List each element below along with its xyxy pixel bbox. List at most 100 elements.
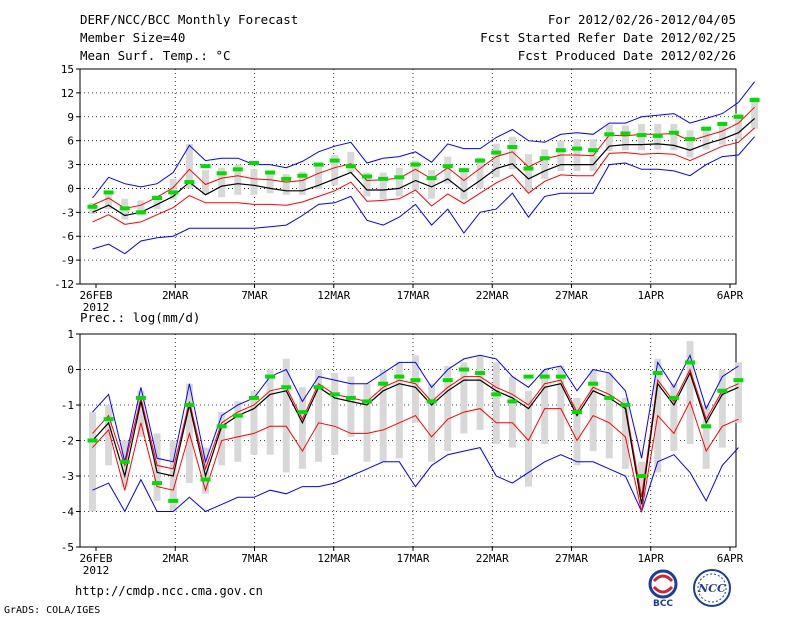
median-marker: [87, 438, 98, 443]
spread-box: [751, 96, 759, 129]
median-marker: [152, 481, 163, 486]
median-marker: [184, 403, 195, 407]
spread-box: [395, 167, 403, 197]
spread-box: [137, 390, 145, 437]
median-marker: [652, 371, 663, 376]
spread-box: [541, 149, 549, 179]
panel-2-year-label: 2012: [83, 564, 110, 577]
panel-1-ytick-label: -6: [61, 230, 74, 243]
spread-box: [315, 369, 323, 462]
median-marker: [200, 477, 211, 482]
median-marker: [685, 360, 696, 365]
ncc-logo: NCC: [693, 569, 731, 607]
spread-box: [605, 124, 613, 152]
panel-1-xtick-label: 2MAR: [162, 289, 189, 302]
median-marker: [329, 158, 340, 163]
spread-box: [347, 376, 355, 437]
median-marker: [313, 385, 324, 390]
median-marker: [394, 175, 405, 180]
series-mean-line: [92, 117, 755, 217]
panel-1-xtick-label: 1APR: [638, 289, 665, 302]
panel-1-xtick-label: 17MAR: [396, 289, 429, 302]
spread-box: [460, 171, 468, 200]
median-marker: [152, 196, 163, 200]
median-marker: [636, 133, 647, 138]
median-marker: [652, 133, 663, 138]
median-marker: [523, 166, 534, 171]
median-marker: [426, 176, 437, 181]
panel-2-ytick-label: -2: [61, 435, 74, 448]
spread-box: [347, 151, 355, 173]
median-marker: [265, 374, 276, 379]
median-marker: [442, 164, 453, 169]
panel-1-ytick-label: -3: [61, 206, 74, 219]
produced-date-label: Fcst Produced Date 2012/02/26: [517, 48, 736, 63]
spread-box: [266, 369, 274, 455]
median-marker: [458, 168, 469, 173]
spread-box: [298, 387, 306, 469]
series-max-line: [92, 353, 739, 464]
panel-1-xtick-label: 6APR: [717, 289, 744, 302]
spread-box: [686, 130, 694, 158]
spread-box: [476, 355, 484, 430]
median-marker: [668, 130, 679, 135]
spread-box: [621, 397, 629, 469]
median-marker: [216, 424, 227, 429]
panel-2-xtick-label: 7MAR: [241, 552, 268, 565]
median-marker: [184, 180, 195, 185]
median-marker: [232, 167, 243, 172]
panel-1-xtick-label: 7MAR: [241, 289, 268, 302]
spread-box: [638, 461, 646, 498]
spread-box: [492, 143, 500, 178]
median-marker: [329, 392, 340, 397]
median-marker: [103, 417, 114, 422]
median-marker: [103, 190, 114, 195]
panel-1-ytick-label: 3: [67, 159, 74, 172]
ncc-logo-label: NCC: [697, 582, 726, 595]
panel-2-title: Prec.: log(mm/d): [80, 310, 200, 325]
median-marker: [119, 459, 130, 464]
median-marker: [378, 381, 389, 386]
spread-box: [686, 341, 694, 445]
median-marker: [668, 395, 679, 400]
median-marker: [620, 403, 631, 407]
median-marker: [87, 204, 98, 209]
median-marker: [297, 173, 308, 178]
panel-1-ytick-label: 0: [67, 182, 74, 195]
panel-2-ytick-label: -3: [61, 470, 74, 483]
footer-url[interactable]: http://cmdp.ncc.cma.gov.cn: [75, 584, 263, 598]
spread-box: [428, 170, 436, 199]
spread-box: [670, 123, 678, 151]
chart-title: DERF/NCC/BCC Monthly Forecast: [80, 12, 299, 27]
spread-box: [411, 160, 419, 191]
median-marker: [507, 399, 518, 404]
median-marker: [571, 146, 582, 151]
spread-box: [541, 369, 549, 445]
spread-box: [315, 166, 323, 190]
spread-box: [234, 164, 242, 195]
panel-1-ytick-label: 6: [67, 135, 74, 148]
median-marker: [491, 150, 502, 155]
panel-1-ytick-label: 15: [61, 63, 74, 76]
panel-2-ytick-label: -1: [61, 399, 74, 412]
panel-1-ytick-label: -12: [54, 278, 74, 291]
series-mean-line: [92, 371, 739, 505]
median-marker: [362, 399, 373, 404]
spread-box: [605, 373, 613, 459]
spread-box: [525, 390, 533, 487]
median-marker: [636, 474, 647, 478]
refer-date-label: Fcst Started Refer Date 2012/02/25: [480, 30, 736, 45]
spread-box: [492, 362, 500, 445]
spread-box: [428, 383, 436, 462]
panel-1-xtick-label: 22MAR: [476, 289, 509, 302]
panel-2-xtick-label: 12MAR: [317, 552, 350, 565]
median-marker: [410, 378, 421, 383]
series-min-line: [92, 136, 755, 255]
median-marker: [701, 126, 712, 131]
spread-box: [363, 383, 371, 462]
median-marker: [717, 388, 728, 393]
median-marker: [458, 367, 469, 372]
median-marker: [701, 424, 712, 429]
spread-box: [476, 157, 484, 189]
